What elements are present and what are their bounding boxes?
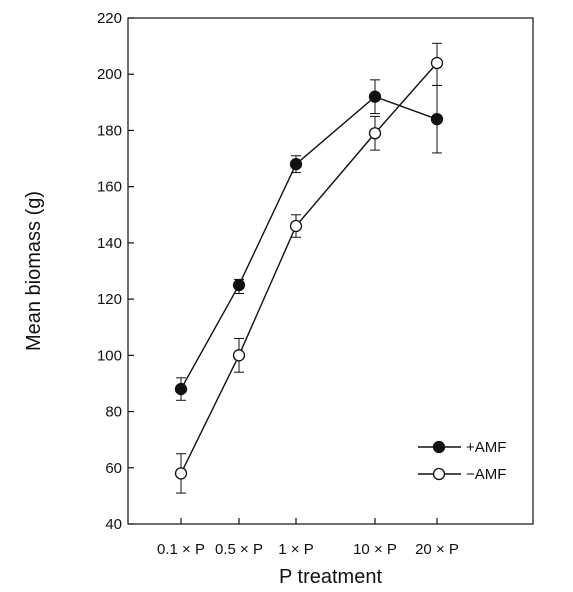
x-axis-title: P treatment bbox=[279, 566, 382, 588]
plot-border bbox=[127, 17, 534, 525]
legend-label: +AMF bbox=[466, 439, 506, 456]
x-tick-label: 0.1 × P bbox=[157, 541, 205, 558]
x-tick-label: 0.5 × P bbox=[215, 541, 263, 558]
data-point bbox=[368, 90, 382, 103]
plot-frame bbox=[127, 17, 534, 525]
data-point bbox=[232, 349, 246, 362]
legend-label: −AMF bbox=[466, 466, 506, 483]
y-tick-label: 40 bbox=[105, 516, 122, 533]
x-tick-label: 1 × P bbox=[278, 541, 313, 558]
y-tick-label: 60 bbox=[105, 460, 122, 477]
y-tick-label: 120 bbox=[97, 291, 122, 308]
data-point bbox=[289, 158, 303, 171]
data-point bbox=[289, 219, 303, 233]
y-tick-label: 100 bbox=[97, 347, 122, 364]
series-layer bbox=[174, 42, 444, 494]
data-point bbox=[430, 56, 444, 70]
legend: +AMF −AMF bbox=[418, 439, 506, 483]
y-tick-label: 200 bbox=[97, 66, 122, 83]
legend-marker bbox=[432, 440, 446, 454]
data-point bbox=[430, 113, 444, 126]
series-minus-amf bbox=[174, 42, 444, 494]
data-point bbox=[232, 278, 246, 292]
y-tick-label: 160 bbox=[97, 179, 122, 196]
series-line bbox=[180, 62, 438, 474]
series-line bbox=[180, 95, 438, 390]
y-tick-label: 80 bbox=[105, 404, 122, 421]
y-axis-title: Mean biomass (g) bbox=[23, 191, 45, 351]
x-tick-label: 20 × P bbox=[415, 541, 459, 558]
data-point bbox=[174, 382, 188, 396]
legend-marker bbox=[432, 467, 446, 481]
y-tick-label: 180 bbox=[97, 122, 122, 139]
series-plus-amf bbox=[174, 79, 444, 401]
data-point bbox=[368, 127, 382, 140]
data-point bbox=[174, 467, 188, 480]
x-tick-label: 10 × P bbox=[353, 541, 397, 558]
x-axis: 0.1 × P 0.5 × P 1 × P 10 × P 20 × P bbox=[157, 518, 459, 558]
y-tick-label: 220 bbox=[97, 10, 122, 27]
y-axis: 40 60 80 100 120 140 160 180 200 220 bbox=[97, 10, 134, 533]
y-tick-label: 140 bbox=[97, 235, 122, 252]
